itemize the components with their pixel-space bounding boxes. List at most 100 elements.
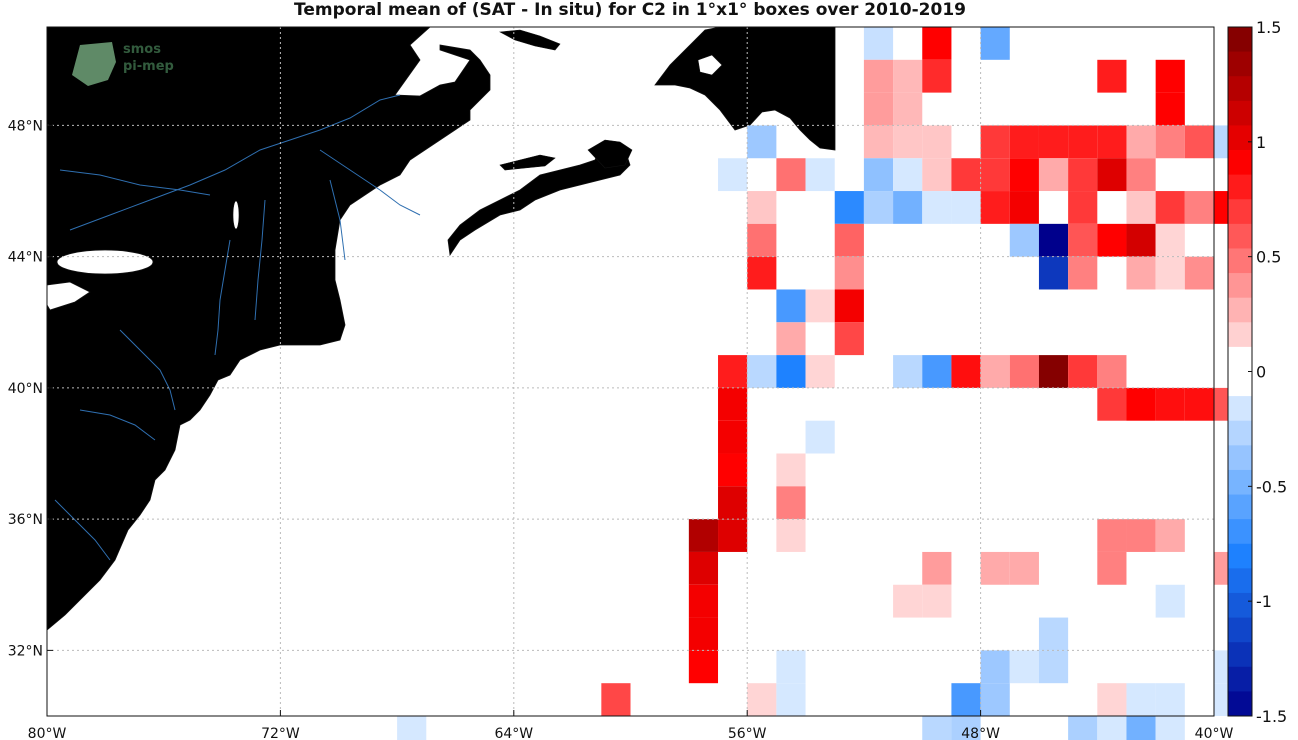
heatmap-cell-123 [980, 683, 1010, 716]
lon-label-3: 56°W [728, 726, 767, 740]
heatmap-cell-51 [747, 223, 777, 257]
heatmap-cell-121 [776, 683, 806, 716]
logo-icon [72, 42, 116, 86]
heatmap-cell-73 [776, 355, 806, 388]
colorbar-step-12 [1228, 322, 1252, 348]
land-pei [499, 154, 556, 171]
colorbar-step-0 [1228, 27, 1252, 53]
colorbar-step-24 [1228, 617, 1252, 643]
heatmap-cell-114 [776, 650, 806, 684]
heatmap-cell-87 [1184, 387, 1215, 421]
lat-label-4: 48°N [8, 118, 43, 134]
river-susquehanna [119, 329, 176, 411]
heatmap-cell-70 [834, 322, 864, 356]
heatmap-cell-132 [1097, 716, 1127, 740]
colorbar-step-15 [1228, 396, 1252, 422]
heatmap-cell-60 [834, 256, 864, 290]
heatmap-cell-18 [1068, 125, 1098, 159]
colorbar-step-18 [1228, 469, 1252, 495]
heatmap-cell-131 [1068, 716, 1098, 740]
heatmap-cell-83 [718, 387, 748, 421]
heatmap-cell-80 [1038, 355, 1069, 388]
heatmap-cell-119 [601, 683, 631, 716]
heatmap-cell-57 [1126, 223, 1156, 257]
heatmap-cell-124 [1097, 683, 1127, 716]
logo: smos pi-mep [72, 42, 174, 86]
heatmap-cell-84 [1097, 387, 1127, 421]
heatmap-cell-21 [1155, 125, 1185, 159]
land-cape-breton [587, 139, 633, 169]
heatmap-cell-48 [1155, 191, 1185, 224]
heatmap-cell-34 [1068, 158, 1098, 192]
colorbar-step-8 [1228, 223, 1252, 249]
heatmap-cell-125 [1126, 683, 1156, 716]
colorbar-step-23 [1228, 592, 1252, 618]
river-carolina [54, 499, 111, 561]
lake-ontario [56, 249, 154, 275]
heatmap-cell-133 [1126, 716, 1156, 740]
heatmap-cell-117 [1038, 650, 1069, 684]
heatmap-cell-6 [1097, 59, 1127, 93]
heatmap-cell-102 [922, 551, 952, 585]
heatmap-cell-120 [747, 683, 777, 716]
heatmap-cell-0 [863, 27, 894, 60]
colorbar-step-16 [1228, 420, 1252, 446]
heatmap-cell-15 [980, 125, 1010, 159]
heatmap-cell-22 [1184, 125, 1215, 159]
lon-label-2: 64°W [494, 726, 533, 740]
heatmap-cell-5 [922, 59, 952, 93]
heatmap-cell-31 [980, 158, 1010, 192]
heatmap-cell-27 [863, 158, 894, 192]
heatmap-cell-92 [776, 453, 806, 487]
heatmap-cell-76 [922, 355, 952, 388]
colorbar-step-10 [1228, 273, 1252, 299]
land-mainland [46, 26, 491, 631]
heatmap-cell-79 [1009, 355, 1039, 388]
chart-title: Temporal mean of (SAT - In situ) for C2 … [294, 0, 966, 20]
heatmap-cell-33 [1038, 158, 1069, 192]
colorbar-step-17 [1228, 445, 1252, 471]
rivers-layer [54, 94, 421, 561]
heatmap-cell-14 [922, 125, 952, 159]
heatmap-cell-105 [1097, 551, 1127, 585]
heatmap-cell-49 [1184, 191, 1215, 224]
map-frame [46, 26, 1215, 717]
lat-label-3: 44°N [8, 250, 43, 266]
heatmap-cell-12 [863, 125, 894, 159]
heatmap-cell-128 [397, 716, 427, 740]
heatmap-cell-111 [688, 617, 719, 651]
heatmap-cell-32 [1009, 158, 1039, 192]
heatmap-cell-36 [1126, 158, 1156, 192]
lon-label-1: 72°W [261, 726, 300, 740]
heatmap-cell-97 [776, 519, 806, 552]
heatmap-cell-134 [1155, 716, 1185, 740]
axis-ticks: 80°W 72°W 64°W 56°W 48°W 40°W 32°N 36°N 40°N 44°N… [8, 118, 1234, 740]
colorbar-step-13 [1228, 346, 1252, 372]
lake-grand [697, 54, 723, 76]
heatmap-cell-69 [776, 322, 806, 356]
land-anticosti [498, 29, 561, 51]
heatmap-cell-44 [1009, 191, 1039, 224]
heatmap-cell-30 [951, 158, 981, 192]
heatmap-cell-10 [1155, 92, 1185, 126]
colorbar-step-1 [1228, 51, 1252, 77]
river-penobscot [329, 179, 346, 261]
lon-label-4: 48°W [961, 726, 1000, 740]
colorbar-step-19 [1228, 494, 1252, 520]
colorbar-label-0: 1.5 [1256, 18, 1281, 37]
heatmap-cell-56 [1097, 223, 1127, 257]
heatmap-cell-66 [776, 289, 806, 323]
colorbar-step-20 [1228, 519, 1252, 545]
heatmap-cell-78 [980, 355, 1010, 388]
heatmap-cell-89 [805, 420, 835, 454]
heatmap-cell-108 [893, 584, 923, 618]
heatmap-cell-17 [1038, 125, 1069, 159]
heatmap-cell-4 [893, 59, 923, 93]
colorbar-step-11 [1228, 297, 1252, 323]
heatmap-cell-52 [834, 223, 864, 257]
heatmap-cell-72 [747, 355, 777, 388]
heatmap-cell-35 [1097, 158, 1127, 192]
heatmap-cell-85 [1126, 387, 1156, 421]
heatmap-cell-24 [718, 158, 748, 192]
heatmap-cell-7 [1155, 59, 1185, 93]
